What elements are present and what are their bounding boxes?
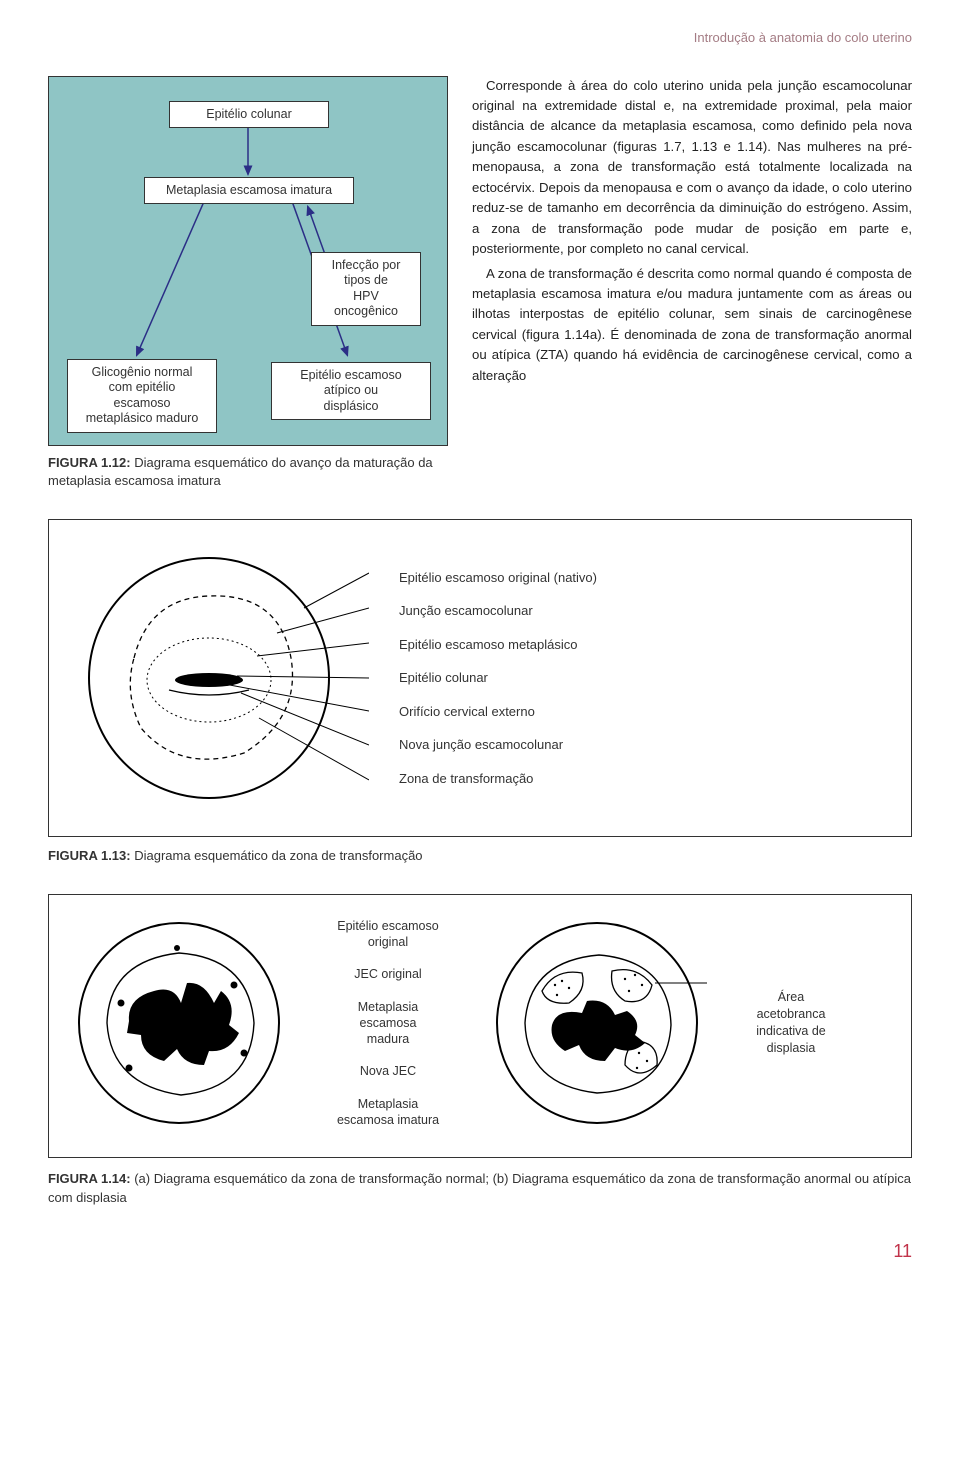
label-orificio-cervical: Orifício cervical externo (399, 702, 891, 722)
label-metaplasia-imatura: Metaplasia escamosa imatura (337, 1096, 439, 1129)
label-epitelio-escamoso-original: Epitélio escamoso original (nativo) (399, 568, 891, 588)
page-number: 11 (48, 1238, 912, 1265)
figure-12: Epitélio colunar Metaplasia escamosa ima… (48, 76, 448, 492)
caption-label: FIGURA 1.12: (48, 455, 131, 470)
label-jec-original: JEC original (354, 966, 421, 982)
caption-label: FIGURA 1.13: (48, 848, 131, 863)
paragraph-2: A zona de transformação é descrita como … (472, 264, 912, 387)
label-epitelio-original: Epitélio escamoso original (337, 918, 438, 951)
label-zona-transformacao: Zona de transformação (399, 769, 891, 789)
figure-14b-diagram (487, 913, 707, 1133)
top-section: Epitélio colunar Metaplasia escamosa ima… (48, 76, 912, 492)
label-nova-juncao: Nova junção escamocolunar (399, 735, 891, 755)
paragraph-1: Corresponde à área do colo uterino unida… (472, 76, 912, 260)
node-label: Metaplasia escamosa imatura (166, 183, 332, 197)
figure-13-labels: Epitélio escamoso original (nativo) Junç… (399, 568, 891, 789)
figure-13-diagram (69, 538, 369, 818)
label-nova-jec: Nova JEC (360, 1063, 416, 1079)
node-epitelio-colunar: Epitélio colunar (169, 101, 329, 129)
figure-14-caption: FIGURA 1.14: (a) Diagrama esquemático da… (48, 1170, 912, 1208)
label-epitelio-colunar: Epitélio colunar (399, 668, 891, 688)
header-title: Introdução à anatomia do colo uterino (694, 30, 912, 45)
node-label: Glicogênio normal com epitélio escamoso … (86, 365, 199, 426)
figure-13-box: Epitélio escamoso original (nativo) Junç… (48, 519, 912, 837)
node-label: Infecção por tipos de HPV oncogênico (332, 258, 401, 319)
node-glicogenio: Glicogênio normal com epitélio escamoso … (67, 359, 217, 434)
figure-13-caption: FIGURA 1.13: Diagrama esquemático da zon… (48, 847, 912, 866)
label-juncao-escamocolunar: Junção escamocolunar (399, 601, 891, 621)
node-label: Epitélio escamoso atípico ou displásico (300, 368, 401, 413)
node-displasico: Epitélio escamoso atípico ou displásico (271, 362, 431, 421)
node-hpv: Infecção por tipos de HPV oncogênico (311, 252, 421, 327)
node-label: Epitélio colunar (206, 107, 291, 121)
figure-14-box: Epitélio escamoso original JEC original … (48, 894, 912, 1158)
figure-12-caption: FIGURA 1.12: Diagrama esquemático do ava… (48, 454, 448, 492)
node-metaplasia-imatura: Metaplasia escamosa imatura (144, 177, 354, 205)
label-epitelio-metaplasico: Epitélio escamoso metaplásico (399, 635, 891, 655)
label-area-acetobranca: Área acetobranca indicativa de displasia (721, 989, 861, 1057)
body-text: Corresponde à área do colo uterino unida… (472, 76, 912, 492)
figure-12-box: Epitélio colunar Metaplasia escamosa ima… (48, 76, 448, 446)
caption-label: FIGURA 1.14: (48, 1171, 131, 1186)
figure-14a-diagram (69, 913, 289, 1133)
caption-text: Diagrama esquemático da zona de transfor… (131, 848, 423, 863)
page-header: Introdução à anatomia do colo uterino (48, 28, 912, 48)
figure-14-center-labels: Epitélio escamoso original JEC original … (303, 918, 473, 1128)
label-metaplasia-madura: Metaplasia escamosa madura (358, 999, 418, 1048)
caption-text: (a) Diagrama esquemático da zona de tran… (48, 1171, 911, 1205)
